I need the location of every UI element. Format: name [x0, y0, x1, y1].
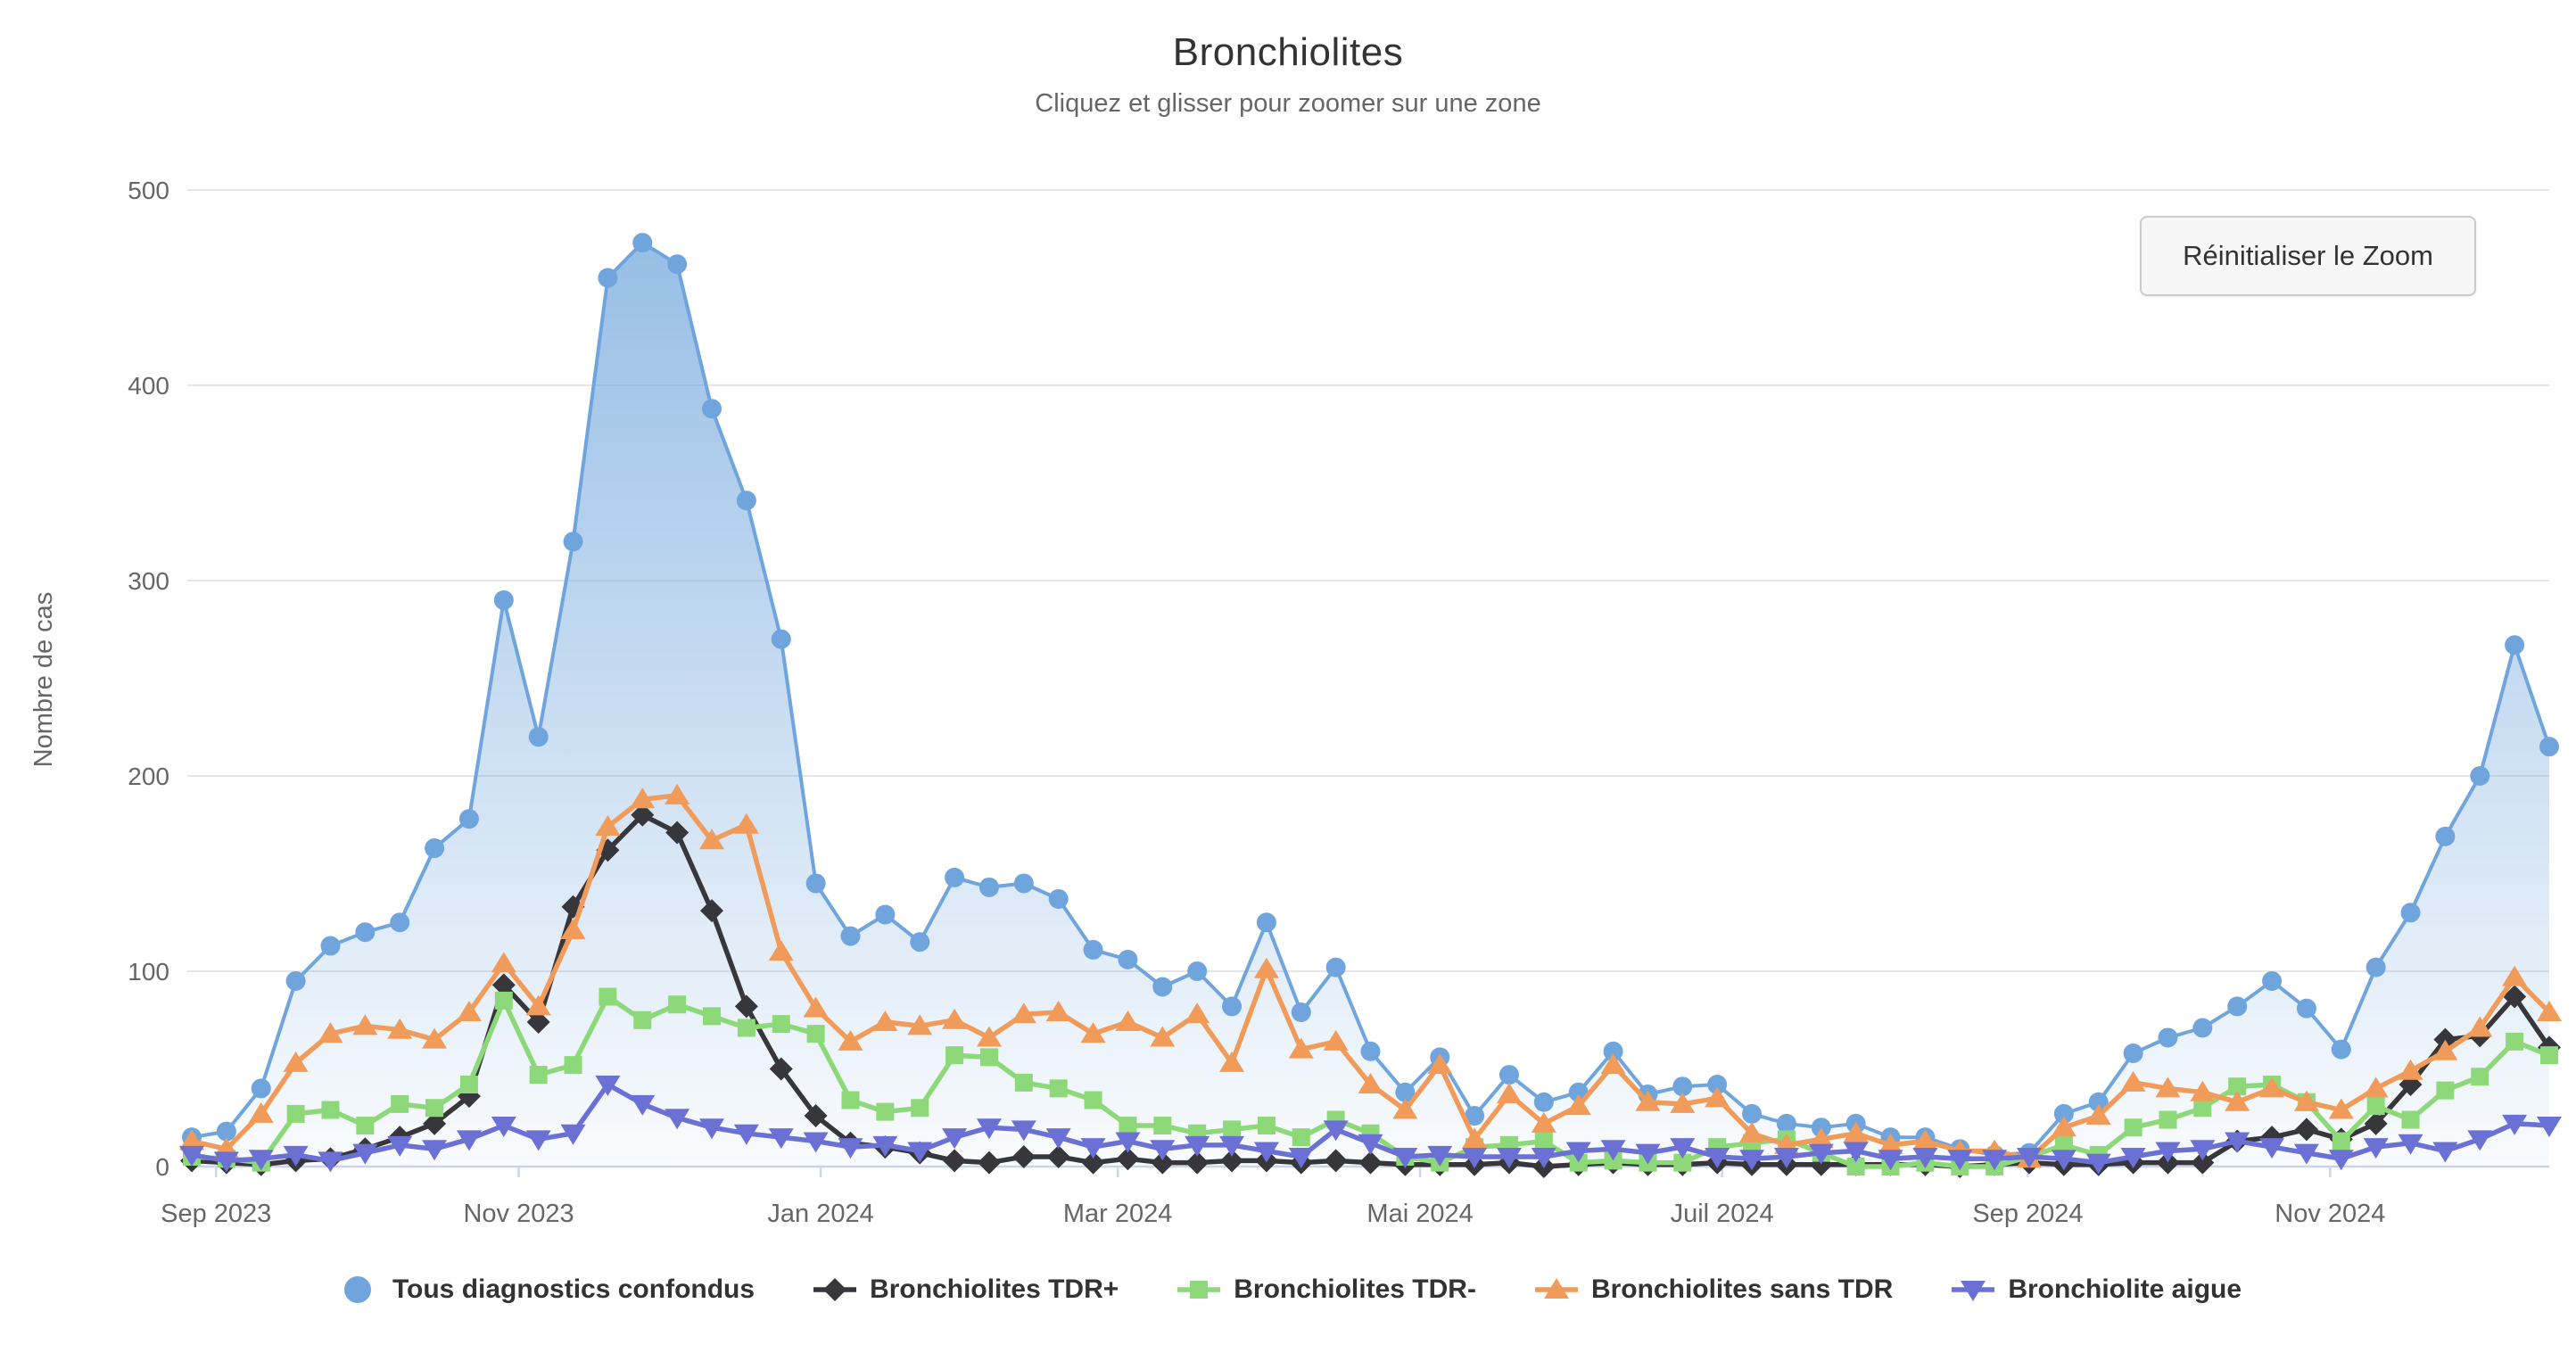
y-axis-tick-label: 100 — [128, 958, 169, 986]
plot-area-zoom-region[interactable] — [192, 190, 2549, 1167]
x-axis-tick-label: Nov 2023 — [463, 1200, 574, 1228]
square-legend-icon — [1177, 1281, 1221, 1299]
legend-item-label: Bronchiolites TDR- — [1234, 1274, 1476, 1304]
y-axis-tick-label: 0 — [155, 1153, 169, 1181]
y-axis-title: Nombre de cas — [29, 592, 58, 768]
legend-item-label: Bronchiolites TDR+ — [870, 1274, 1119, 1304]
triangle-down-legend-icon — [1952, 1281, 1995, 1301]
legend-item-label: Bronchiolites sans TDR — [1590, 1274, 1894, 1304]
x-axis-tick-label: Nov 2024 — [2275, 1200, 2385, 1228]
series-area-fill — [192, 243, 2549, 1167]
legend-item-2[interactable]: Bronchiolites TDR+ — [812, 1274, 1119, 1306]
x-axis-tick-label: Jan 2024 — [767, 1200, 873, 1228]
x-axis-tick-label: Sep 2024 — [1972, 1200, 2083, 1228]
legend-item-5[interactable]: Bronchiolite aigue — [1950, 1274, 2242, 1306]
y-axis-tick-label: 400 — [128, 372, 169, 400]
legend-item-3[interactable]: Bronchiolites TDR- — [1176, 1274, 1476, 1306]
series-5-triangle-down[interactable] — [179, 1076, 2562, 1175]
series-markers — [179, 1076, 2562, 1175]
reset-zoom-button[interactable]: Réinitialiser le Zoom — [2140, 216, 2476, 296]
chart-title: Bronchiolites — [1172, 30, 1404, 74]
legend-item-label: Bronchiolite aigue — [2008, 1274, 2242, 1304]
legend-item-4[interactable]: Bronchiolites sans TDR — [1533, 1274, 1893, 1306]
series-1-circle[interactable] — [182, 233, 2559, 1167]
x-axis-tick-label: Mai 2024 — [1366, 1200, 1473, 1228]
chart-legend: Tous diagnostics confondus Bronchiolites … — [0, 1274, 2576, 1306]
triangle-up-legend-icon — [1534, 1278, 1578, 1299]
circle-legend-icon — [343, 1276, 371, 1303]
x-axis-tick-label: Mar 2024 — [1063, 1200, 1173, 1228]
diamond-legend-icon — [813, 1278, 857, 1301]
x-axis-tick-label: Sep 2023 — [161, 1200, 271, 1228]
legend-item-label: Tous diagnostics confondus — [392, 1274, 755, 1304]
y-axis-tick-label: 500 — [128, 177, 169, 204]
y-axis-tick-label: 200 — [128, 763, 169, 790]
x-axis-tick-label: Juil 2024 — [1671, 1200, 1774, 1228]
legend-item-1[interactable]: Tous diagnostics confondus — [334, 1274, 755, 1306]
y-axis-tick-label: 300 — [128, 567, 169, 595]
chart-subtitle: Cliquez et glisser pour zoomer sur une z… — [1035, 89, 1541, 118]
